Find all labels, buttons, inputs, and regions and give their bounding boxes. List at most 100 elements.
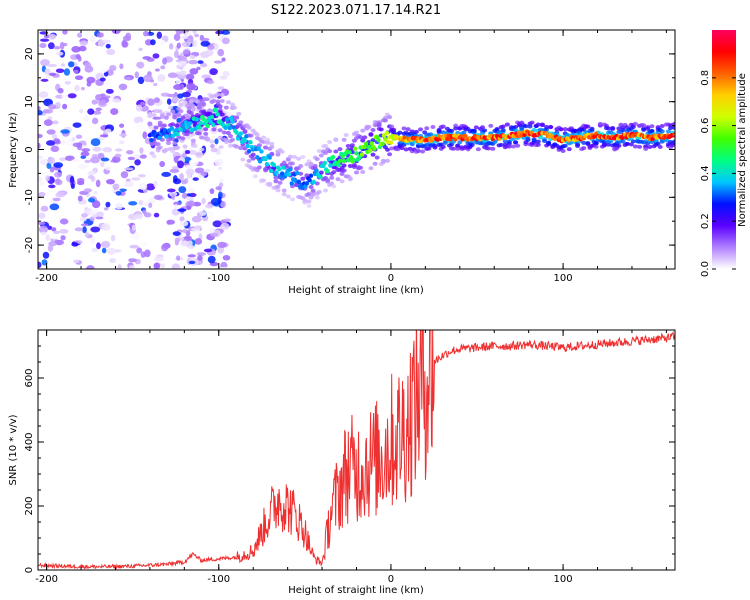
spectrogram-noise-blob — [161, 243, 169, 252]
spectrogram-cell — [311, 179, 317, 185]
spectrogram-noise-blob — [142, 131, 148, 139]
spectrogram-noise-blob — [171, 95, 179, 103]
spectrogram-noise-blob — [179, 216, 185, 222]
spectrogram-cell — [641, 123, 647, 128]
spectrogram-cell — [310, 192, 316, 197]
spectrogram-cell — [296, 179, 301, 185]
spectrogram-cell — [215, 92, 221, 97]
spectrogram-noise-blob — [110, 234, 116, 242]
spectrogram-cell — [182, 127, 187, 132]
spectrogram-noise-blob — [142, 56, 152, 60]
spectrogram-cell — [449, 128, 455, 133]
spectrogram-noise-blob — [112, 183, 120, 190]
spectrogram-cell — [389, 146, 395, 151]
spectrogram-cell — [188, 103, 194, 108]
spectrogram-noise-blob — [55, 68, 65, 74]
spectrogram-noise-blob — [105, 166, 112, 171]
spectrogram-cell — [372, 161, 378, 166]
spectrogram-cell — [178, 109, 184, 114]
snr-y-label: SNR (10 * v/v) — [8, 414, 19, 485]
spectrogram-cell — [362, 135, 368, 140]
spectrogram-noise-blob — [188, 192, 197, 198]
spectrogram-noise-blob — [71, 159, 81, 163]
spectrogram-cell — [376, 137, 381, 143]
spectrogram-noise-blob — [194, 33, 200, 38]
spectrogram-noise-blob — [73, 259, 80, 264]
spectrogram-cell — [174, 123, 180, 128]
spectrogram-cell — [231, 125, 237, 130]
spectrogram-cell — [562, 143, 568, 148]
spectrogram-noise-blob — [200, 40, 211, 47]
spectrogram-cell — [369, 141, 374, 146]
spectrogram-noise-blob — [114, 148, 123, 152]
spectrogram-cell — [597, 121, 603, 126]
spectrogram-cell — [357, 155, 362, 160]
spectrogram-cell — [486, 146, 492, 151]
spectrogram-cell — [529, 120, 535, 125]
spectrogram-noise-blob — [38, 221, 46, 225]
spectrogram-noise-blob — [214, 158, 224, 167]
spectrogram-cell — [215, 111, 220, 117]
spectrogram-cell — [341, 163, 347, 168]
spectrogram-noise-blob — [223, 218, 231, 222]
spectrogram-cell — [180, 122, 186, 128]
spectrogram-cell — [246, 148, 252, 154]
spectrogram-noise-blob — [105, 43, 111, 49]
spectrogram-noise-blob — [171, 263, 181, 269]
spectrogram-noise-blob — [184, 235, 192, 242]
spectrogram-cell — [256, 143, 262, 148]
spectrogram-noise-blob — [55, 51, 64, 56]
spectrogram-cell — [285, 157, 291, 162]
spectrogram-noise-blob — [148, 202, 153, 209]
spectrogram-cell — [391, 130, 397, 135]
spectrogram-noise-blob — [38, 155, 44, 160]
spectrogram-noise-blob — [222, 70, 230, 77]
spectrogram-noise-blob — [181, 91, 191, 98]
spectrogram-noise-blob — [48, 103, 57, 110]
spectrogram-cell — [513, 124, 519, 129]
spectrogram-noise-blob — [177, 55, 188, 62]
spectrogram-cell — [289, 181, 294, 186]
spectrogram-cell — [337, 147, 343, 152]
spectrogram-cell — [368, 166, 374, 171]
spectrogram-noise-blob — [75, 134, 83, 139]
spectrogram-cell — [223, 140, 229, 145]
spectrogram-noise-blob — [124, 181, 134, 188]
snr-x-label: Height of straight line (km) — [288, 585, 424, 596]
spectrogram-noise-blob — [210, 147, 218, 153]
spectrogram-cell — [341, 158, 347, 164]
spectrogram-noise-blob — [188, 59, 199, 65]
spectrogram-noise-blob — [205, 49, 214, 56]
spectrogram-noise-blob — [220, 222, 230, 230]
spectrogram-cell — [281, 165, 286, 170]
spectrogram-noise-blob — [70, 183, 75, 190]
spectrogram-cell — [389, 124, 395, 129]
spectrogram-cell — [238, 131, 244, 136]
spectrogram-noise-blob — [71, 136, 76, 142]
spectrogram-cell — [527, 124, 533, 129]
spectrogram-cell — [223, 105, 229, 110]
spectrogram-noise-blob — [188, 260, 196, 265]
spectrogram-cell — [341, 168, 347, 173]
spectrogram-cell — [176, 118, 182, 123]
spectrogram-noise-blob — [159, 39, 166, 46]
spectrogram-cell — [546, 140, 552, 145]
spectrogram-cell — [246, 158, 252, 163]
spectrogram-y-tick-label: -20 — [24, 237, 35, 253]
spectrogram-cell — [194, 117, 199, 122]
spectrogram-cell — [382, 118, 388, 123]
spectrogram-cell — [581, 140, 587, 145]
spectrogram-cell — [227, 125, 232, 131]
spectrogram-noise-blob — [105, 201, 111, 208]
spectrogram-cell — [230, 119, 235, 124]
spectrogram-cell — [187, 121, 193, 126]
spectrogram-cell — [172, 146, 178, 151]
spectrogram-cell — [480, 125, 486, 130]
spectrogram-x-tick-label: 100 — [554, 273, 573, 284]
spectrogram-noise-blob — [123, 41, 129, 48]
spectrogram-noise-blob — [111, 30, 121, 35]
spectrogram-cell — [245, 143, 250, 149]
spectrogram-noise-blob — [140, 101, 146, 106]
spectrogram-noise-blob — [67, 93, 77, 99]
spectrogram-noise-blob — [104, 77, 112, 86]
